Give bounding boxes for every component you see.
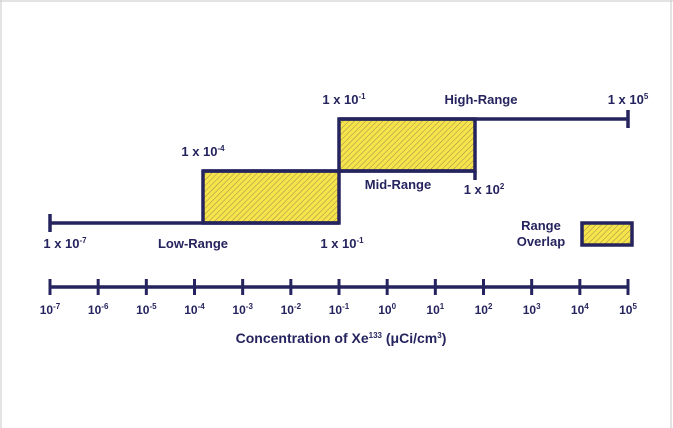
mid-range-start-label: 1 x 10-4 — [181, 144, 225, 159]
axis-tick-label: 10-4 — [184, 302, 205, 317]
low-range-end-label: 1 x 10-1 — [320, 236, 364, 251]
axis-tick-label: 104 — [571, 302, 589, 317]
axis-tick-labels: 10-7 10-6 10-5 10-4 10-3 10-2 10-1 100 101 102 103… — [40, 302, 638, 317]
axis-tick-label: 101 — [426, 302, 444, 317]
overlap-box-mid-high — [337, 117, 477, 173]
axis-tick-label: 10-2 — [281, 302, 302, 317]
axis-ticks — [48, 279, 630, 295]
axis-tick-label: 10-1 — [329, 302, 350, 317]
axis-title: Concentration of Xe133 (μCi/cm3) — [236, 330, 447, 346]
legend-label-line1: Range — [521, 218, 561, 233]
axis-tick-label: 102 — [475, 302, 493, 317]
axis-tick-label: 100 — [378, 302, 396, 317]
high-range-name: High-Range — [445, 92, 518, 107]
axis-tick-label: 105 — [619, 302, 637, 317]
legend: Range Overlap — [517, 218, 634, 249]
low-range-name: Low-Range — [158, 236, 228, 251]
mid-range-end-label: 1 x 102 — [464, 182, 505, 197]
overlap-box-low-mid — [201, 169, 341, 225]
mid-range-name: Mid-Range — [365, 177, 431, 192]
axis-tick-label: 10-3 — [232, 302, 253, 317]
low-range-start-label: 1 x 10-7 — [43, 236, 87, 251]
axis-tick-label: 10-5 — [136, 302, 157, 317]
axis-tick-label: 10-7 — [40, 302, 61, 317]
high-range-end-label: 1 x 105 — [608, 92, 649, 107]
legend-swatch — [580, 221, 634, 247]
axis-tick-label: 103 — [523, 302, 541, 317]
legend-label-line2: Overlap — [517, 234, 565, 249]
high-range-start-label: 1 x 10-1 — [322, 92, 366, 107]
axis-tick-label: 10-6 — [88, 302, 109, 317]
